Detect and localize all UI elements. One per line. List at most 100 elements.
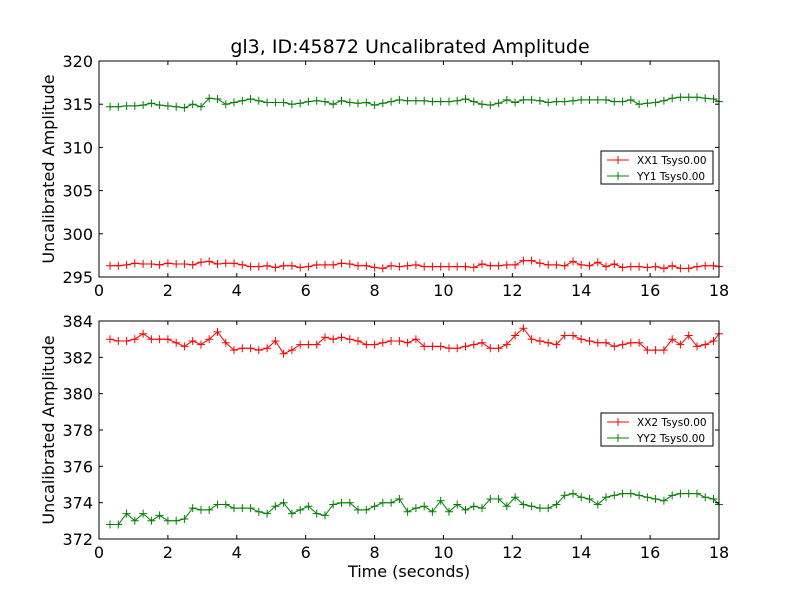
data-point-marker [693,489,701,498]
data-point-marker [254,96,263,105]
data-point-marker [106,335,114,344]
data-point-marker [486,101,495,110]
data-point-marker [478,260,486,268]
data-point-marker [205,257,214,266]
data-point-marker [618,489,627,498]
data-point-marker [411,96,420,105]
data-point-marker [701,340,710,349]
charts-container: 0 2 4 6 8 10 12 14 16 18295300305310315320Uncalib… [39,52,729,581]
y-tick-label: 384 [62,312,93,331]
data-point-marker [527,256,536,265]
data-point-marker [263,344,272,353]
data-point-marker [345,498,354,507]
data-point-marker [279,498,288,507]
y-axis-label: Uncalibrated Amplitude [39,74,58,263]
data-point-marker [312,96,321,105]
data-point-marker [337,259,346,268]
data-point-marker [387,337,396,345]
legend: XX2 Tsys0.00 YY2 Tsys0.00 [600,412,714,447]
data-point-marker [635,491,644,500]
data-point-marker [618,97,627,106]
data-point-marker [279,349,288,358]
data-point-marker [577,335,586,344]
data-point-marker [544,338,553,347]
data-point-marker [469,97,478,106]
data-point-marker [221,259,230,268]
data-point-marker [155,260,164,269]
data-point-marker [585,495,594,503]
data-point-marker [106,520,114,529]
x-tick-label: 4 [232,281,242,300]
legend-marker [614,418,622,426]
data-point-marker [602,338,610,347]
data-point-marker [304,502,313,511]
data-point-marker [122,101,131,110]
x-tick-label: 18 [709,281,729,300]
data-point-marker [643,493,652,502]
data-point-marker [114,520,123,529]
data-point-marker [676,264,685,273]
data-point-marker [461,262,470,271]
data-point-marker [287,100,296,109]
series-2-2 [106,489,723,529]
data-point-marker [428,97,437,106]
data-point-marker [668,335,677,344]
data-point-marker [271,502,280,511]
data-point-marker [354,337,362,345]
data-point-marker [593,95,602,104]
data-point-marker [230,504,238,513]
data-point-marker [163,335,172,344]
data-point-marker [701,261,710,270]
data-point-marker [329,260,338,269]
data-point-marker [659,346,668,355]
data-point-marker [246,95,255,103]
data-point-marker [370,502,379,511]
data-point-marker [494,495,503,503]
data-point-marker [626,95,635,104]
y-tick-label: 295 [62,268,93,287]
data-point-marker [420,342,429,351]
data-point-marker [709,495,718,503]
data-point-marker [676,93,685,102]
data-point-marker [436,262,445,271]
data-point-marker [155,511,164,520]
x-tick-label: 18 [709,543,729,562]
data-point-marker [643,346,652,355]
data-point-marker [602,493,610,502]
y-tick-label: 300 [62,225,93,244]
data-point-marker [411,504,420,513]
data-point-marker [114,337,123,345]
data-point-marker [279,261,288,270]
data-point-marker [188,504,197,513]
data-point-marker [378,498,387,507]
legend-box [600,150,714,185]
data-point-marker [246,262,255,271]
y-tick-label: 374 [62,494,93,513]
data-point-marker [147,99,156,108]
data-point-marker [709,337,718,345]
legend-box [600,412,714,447]
x-tick-label: 10 [433,281,453,300]
data-point-marker [155,101,164,110]
legend-marker [614,172,622,180]
y-tick-label: 380 [62,385,93,404]
data-point-marker [535,337,544,345]
data-point-marker [478,338,486,347]
data-point-marker [626,338,635,347]
data-point-marker [370,340,379,349]
legend-label: XX2 Tsys0.00 [637,417,707,429]
data-point-marker [610,342,619,351]
data-point-marker [238,344,247,353]
data-point-marker [378,99,387,108]
data-point-marker [602,95,610,104]
x-tick-label: 12 [502,281,522,300]
data-point-marker [626,262,635,271]
data-point-marker [230,98,238,107]
data-point-marker [502,95,511,104]
series-1-2 [106,93,723,112]
data-point-marker [585,261,594,270]
data-point-marker [569,257,577,266]
data-point-marker [626,489,635,498]
data-point-marker [635,262,644,271]
